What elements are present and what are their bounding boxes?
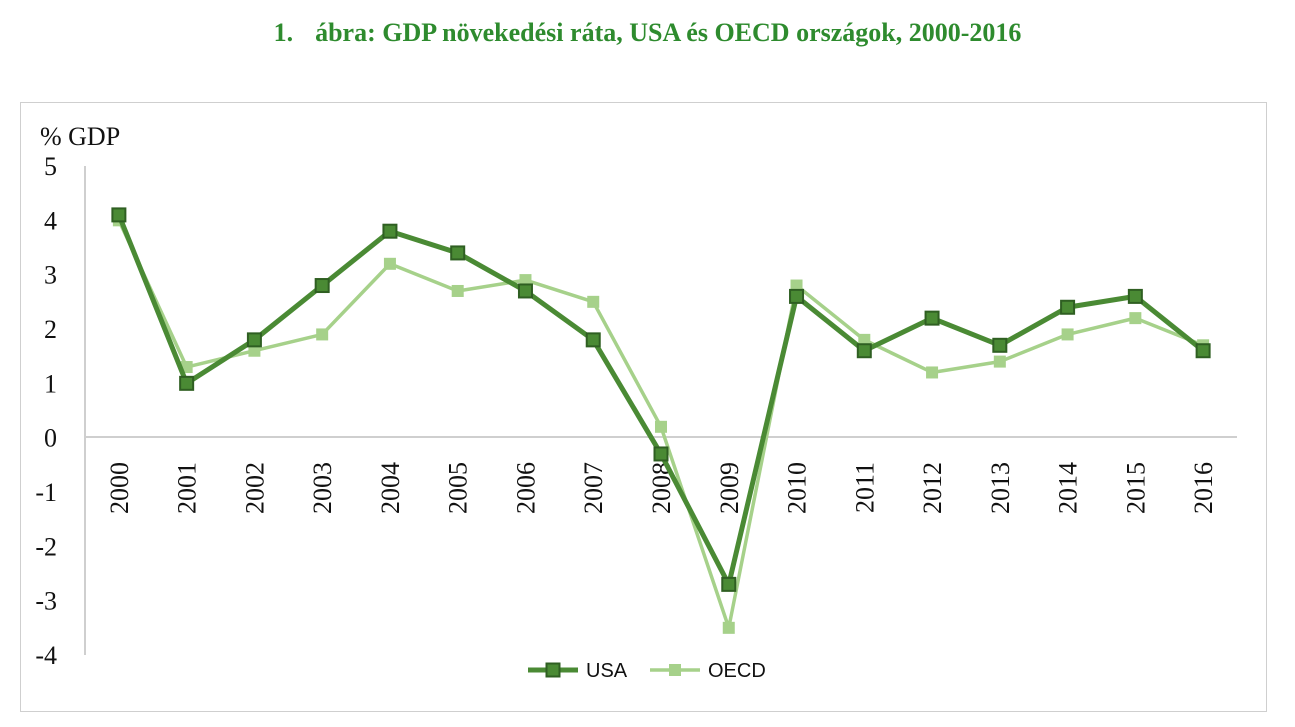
data-point-usa xyxy=(856,343,872,359)
data-point-oecd xyxy=(790,279,803,292)
x-tick-label: 2009 xyxy=(715,462,744,514)
data-point-oecd xyxy=(587,295,600,308)
data-point-oecd xyxy=(722,621,735,634)
data-point-usa xyxy=(585,332,601,348)
y-axis-label: % GDP xyxy=(40,122,120,151)
data-point-oecd xyxy=(1061,328,1074,341)
series-line-usa xyxy=(116,213,1205,587)
data-point-oecd xyxy=(993,355,1006,368)
x-tick-label: 2007 xyxy=(579,462,608,514)
data-point-usa xyxy=(653,446,669,462)
x-tick-label: 2006 xyxy=(511,462,540,514)
data-point-usa xyxy=(1060,299,1076,315)
legend-marker-usa xyxy=(545,662,561,678)
data-point-oecd xyxy=(316,328,329,341)
data-point-usa xyxy=(721,576,737,592)
legend-marker-oecd xyxy=(669,664,681,676)
x-tick-label: 2001 xyxy=(173,462,202,514)
data-point-oecd xyxy=(858,333,871,346)
y-tick-label: -1 xyxy=(35,478,57,507)
figure-number: 1. xyxy=(273,18,294,47)
data-point-usa xyxy=(450,245,466,261)
data-point-usa xyxy=(924,310,940,326)
data-point-oecd xyxy=(383,257,396,270)
data-point-oecd xyxy=(248,344,261,357)
data-point-usa xyxy=(246,332,262,348)
x-tick-label: 2002 xyxy=(240,462,269,514)
data-point-usa xyxy=(382,223,398,239)
y-tick-label: 0 xyxy=(44,424,57,453)
y-tick-label: -4 xyxy=(35,641,57,670)
x-tick-label: 2004 xyxy=(376,462,405,514)
x-tick-label: 2000 xyxy=(105,462,134,514)
x-tick-label: 2005 xyxy=(444,462,473,514)
y-tick-label: -3 xyxy=(35,587,57,616)
x-tick-label: 2013 xyxy=(986,462,1015,514)
x-tick-label: 2016 xyxy=(1189,462,1218,514)
data-point-oecd xyxy=(655,420,667,433)
figure-title-text: ábra: GDP növekedési ráta, USA és OECD o… xyxy=(315,18,1022,47)
legend-label-usa: USA xyxy=(586,660,628,682)
legend-label-oecd: OECD xyxy=(708,660,766,682)
y-tick-label: 4 xyxy=(44,206,57,235)
data-point-usa xyxy=(314,278,330,294)
y-tick-label: 1 xyxy=(44,369,57,398)
data-point-usa xyxy=(179,375,195,391)
data-point-usa xyxy=(1195,343,1211,359)
y-tick-label: 2 xyxy=(44,315,57,344)
data-point-usa xyxy=(1127,288,1143,304)
y-tick-label: -2 xyxy=(35,532,57,561)
data-point-usa xyxy=(517,283,533,299)
x-tick-label: 2010 xyxy=(783,462,812,514)
x-tick-label: 2012 xyxy=(918,462,947,514)
y-tick-label: 3 xyxy=(44,261,57,290)
data-point-usa xyxy=(111,207,127,223)
figure-title: 1. ábra: GDP növekedési ráta, USA és OECD… xyxy=(0,18,1295,48)
data-point-oecd xyxy=(1129,312,1142,325)
y-tick-label: 5 xyxy=(44,152,57,181)
x-tick-label: 2015 xyxy=(1121,462,1150,514)
data-point-oecd xyxy=(451,284,464,297)
data-point-usa xyxy=(992,337,1008,353)
chart-frame xyxy=(20,102,1267,712)
x-tick-label: 2011 xyxy=(850,462,879,513)
data-point-oecd xyxy=(519,274,532,287)
data-point-usa xyxy=(789,288,805,304)
data-point-oecd xyxy=(926,366,939,379)
x-tick-label: 2014 xyxy=(1054,462,1083,514)
x-tick-label: 2003 xyxy=(308,462,337,514)
